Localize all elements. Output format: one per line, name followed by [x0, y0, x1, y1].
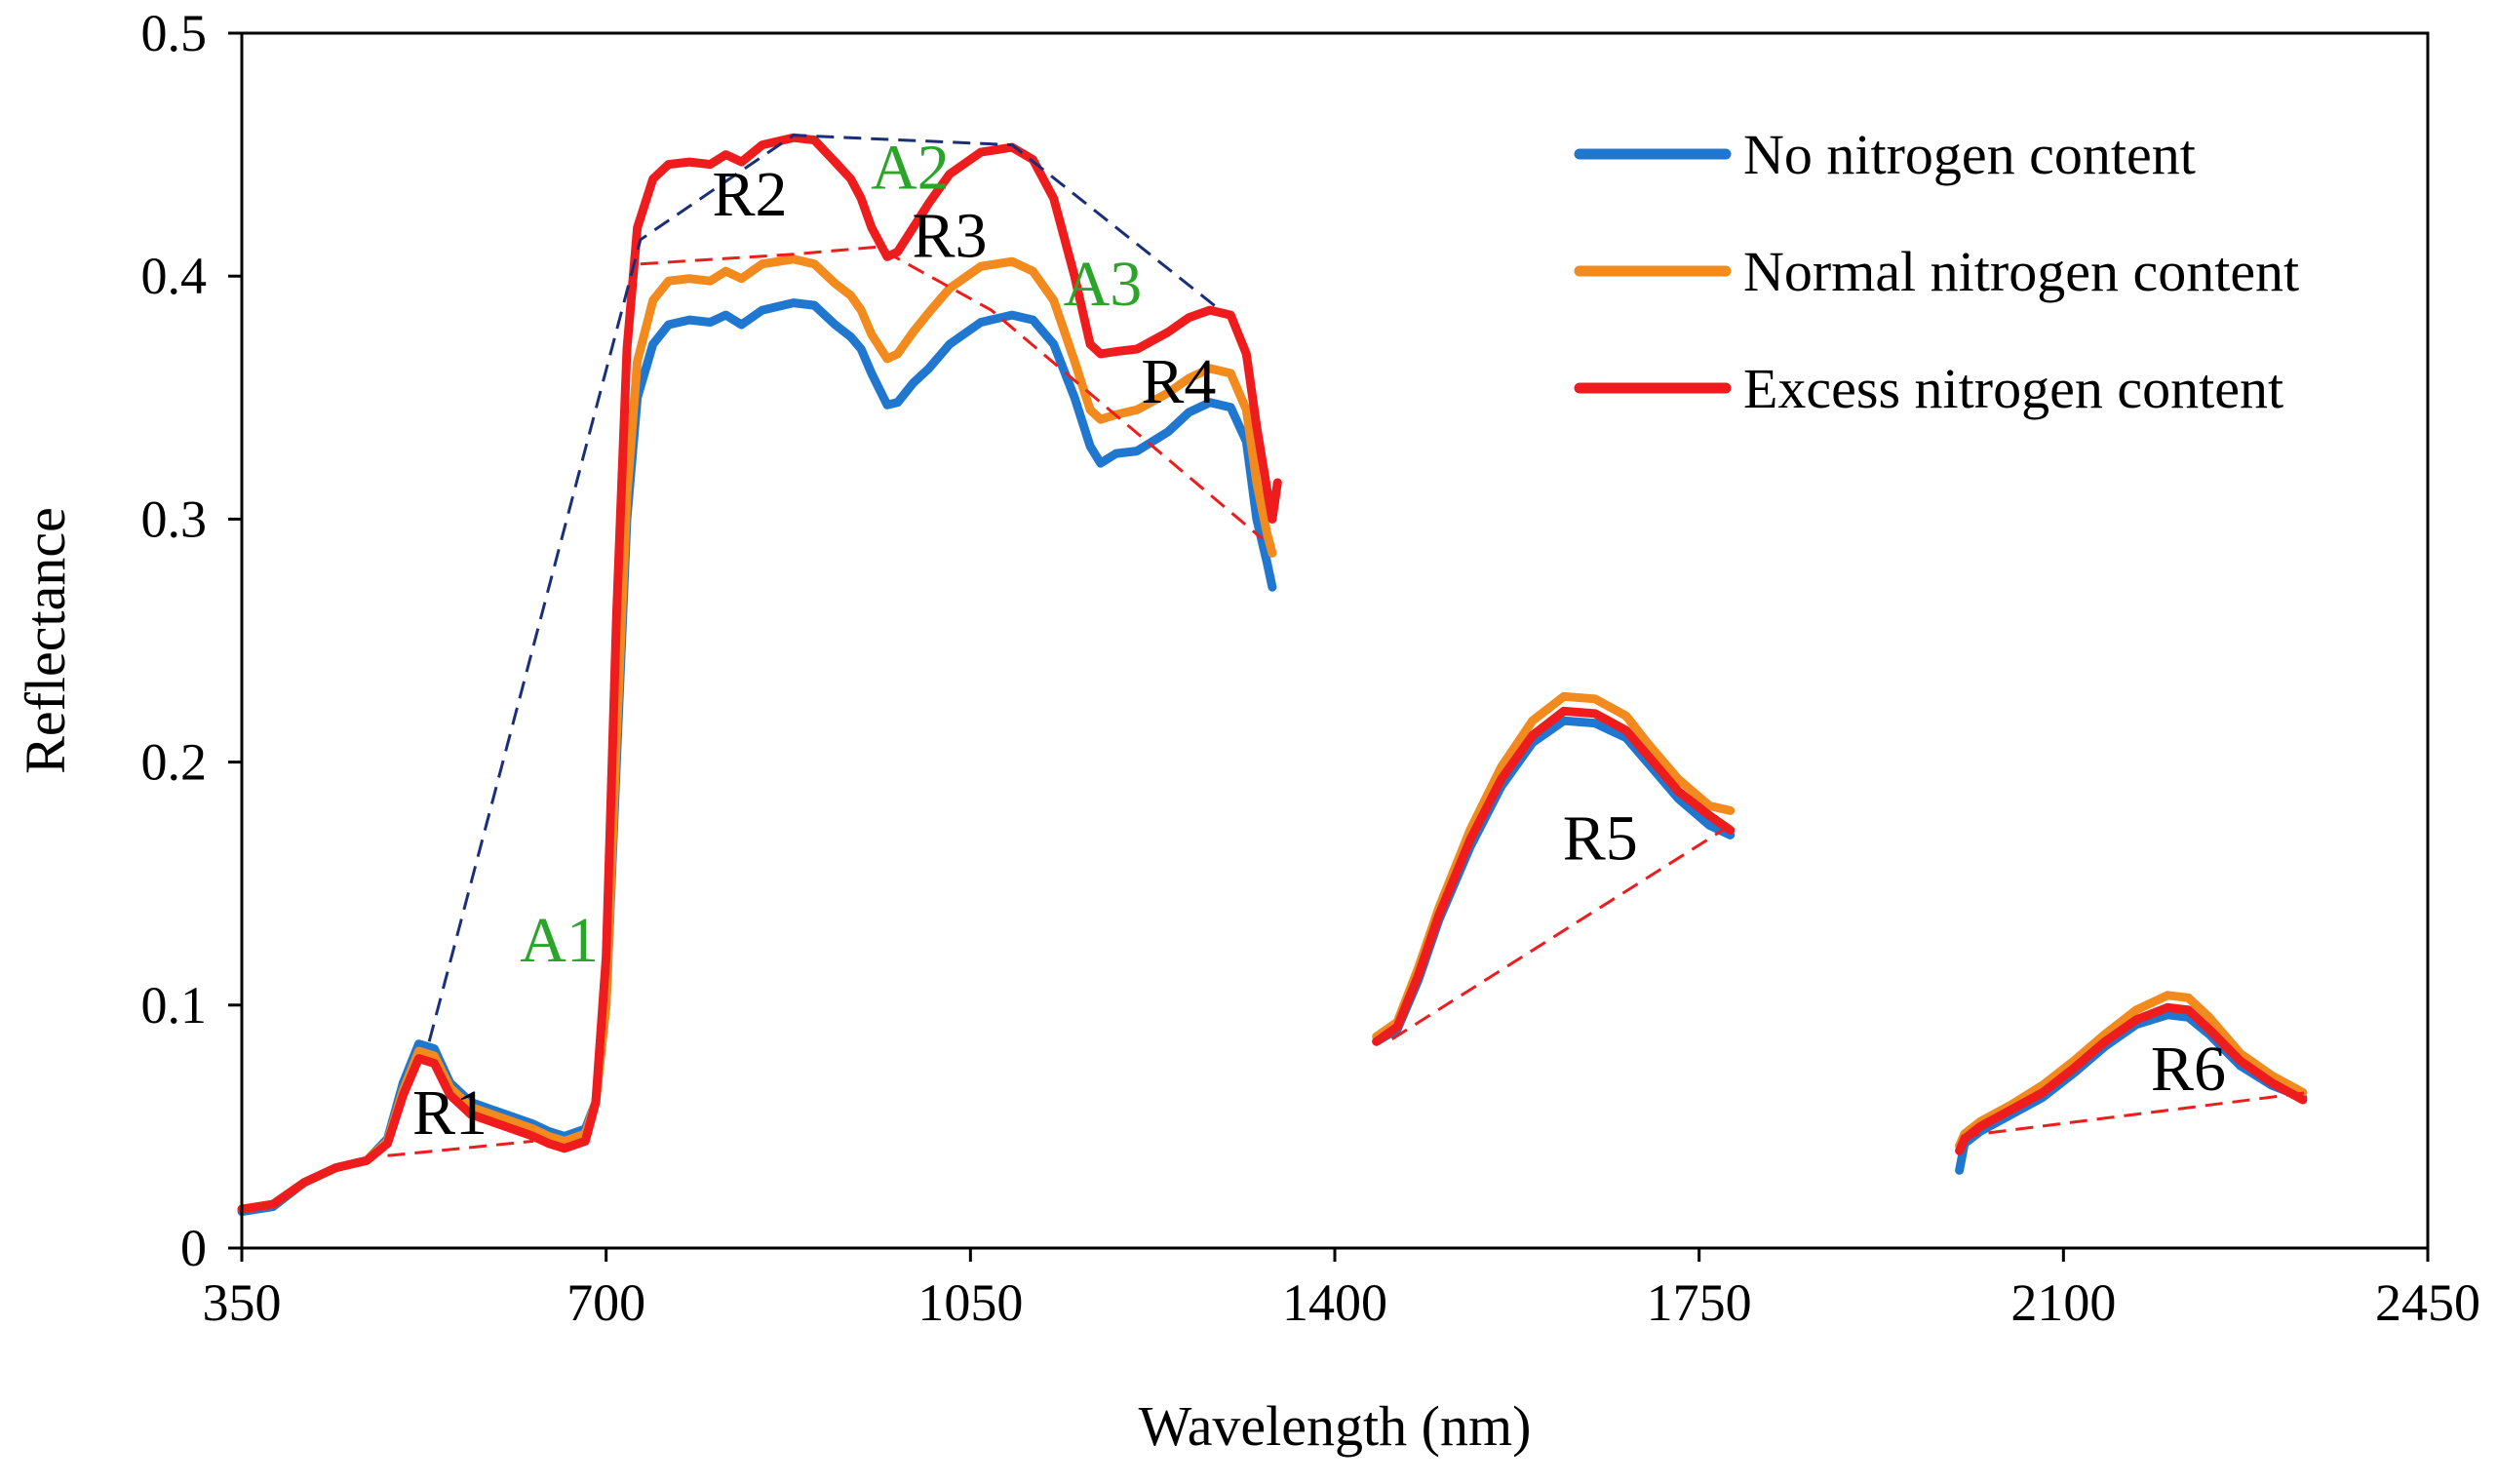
x-tick-label: 2100	[2010, 1273, 2116, 1332]
hull-line-5	[1961, 1091, 2309, 1138]
x-tick-label: 2450	[2375, 1273, 2480, 1332]
x-axis-label: Wavelength (nm)	[1139, 1394, 1532, 1458]
series-3-line-segment-3	[1955, 1002, 2308, 1155]
series-1-line-segment-3	[1955, 1010, 2308, 1175]
y-tick-label: 0.2	[141, 733, 208, 792]
annotation-r6: R6	[2151, 1034, 2226, 1105]
legend: No nitrogen content Normal nitrogen conte…	[1574, 123, 2299, 420]
x-axis-ticks: 350 700 1050 1400 1750 2100 2450	[203, 1248, 2480, 1332]
x-tick-label: 1400	[1282, 1273, 1387, 1332]
annotation-r3: R3	[912, 200, 987, 271]
x-tick-label: 700	[566, 1273, 645, 1332]
x-tick-label: 1750	[1647, 1273, 1752, 1332]
legend-label-1: No nitrogen content	[1743, 123, 2196, 186]
y-axis-label: Reflectance	[14, 507, 77, 774]
hull-line-3	[387, 1139, 534, 1157]
series-layer	[237, 133, 2308, 1217]
annotation-a3: A3	[1064, 249, 1143, 320]
series-1-line-segment-2	[1372, 716, 1736, 1046]
y-tick-label: 0.3	[141, 489, 208, 548]
y-tick-label: 0.1	[141, 976, 208, 1035]
series-3-line-segment-2	[1372, 706, 1736, 1046]
annotation-r4: R4	[1141, 346, 1216, 417]
annotation-a1: A1	[520, 905, 599, 976]
series-1-line-segment-1	[237, 298, 1277, 1217]
y-axis-ticks: 0 0.1 0.2 0.3 0.4 0.5	[141, 4, 242, 1277]
annotation-a2: A2	[871, 132, 950, 203]
series-3-line-segment-1	[237, 133, 1282, 1214]
hull-line-4	[1390, 824, 1732, 1040]
y-tick-label: 0.5	[141, 4, 208, 62]
legend-label-3: Excess nitrogen content	[1743, 357, 2283, 420]
annotation-r2: R2	[712, 159, 787, 230]
plot-area-frame	[240, 31, 2430, 1250]
series-2-line-segment-1	[237, 254, 1277, 1214]
hull-line-1	[427, 134, 1222, 1042]
y-tick-label: 0	[180, 1219, 207, 1277]
annotation-layer: R1 R2 R3 R4 R5 R6 A1 A2 A3	[412, 132, 2226, 1148]
annotation-r5: R5	[1563, 802, 1638, 874]
annotation-r1: R1	[412, 1077, 488, 1149]
y-tick-label: 0.4	[141, 247, 208, 305]
x-tick-label: 350	[203, 1273, 282, 1332]
legend-label-2: Normal nitrogen content	[1743, 240, 2299, 303]
x-tick-label: 1050	[917, 1273, 1023, 1332]
series-2-line-segment-2	[1372, 691, 1736, 1041]
hull-layer	[387, 134, 2309, 1157]
